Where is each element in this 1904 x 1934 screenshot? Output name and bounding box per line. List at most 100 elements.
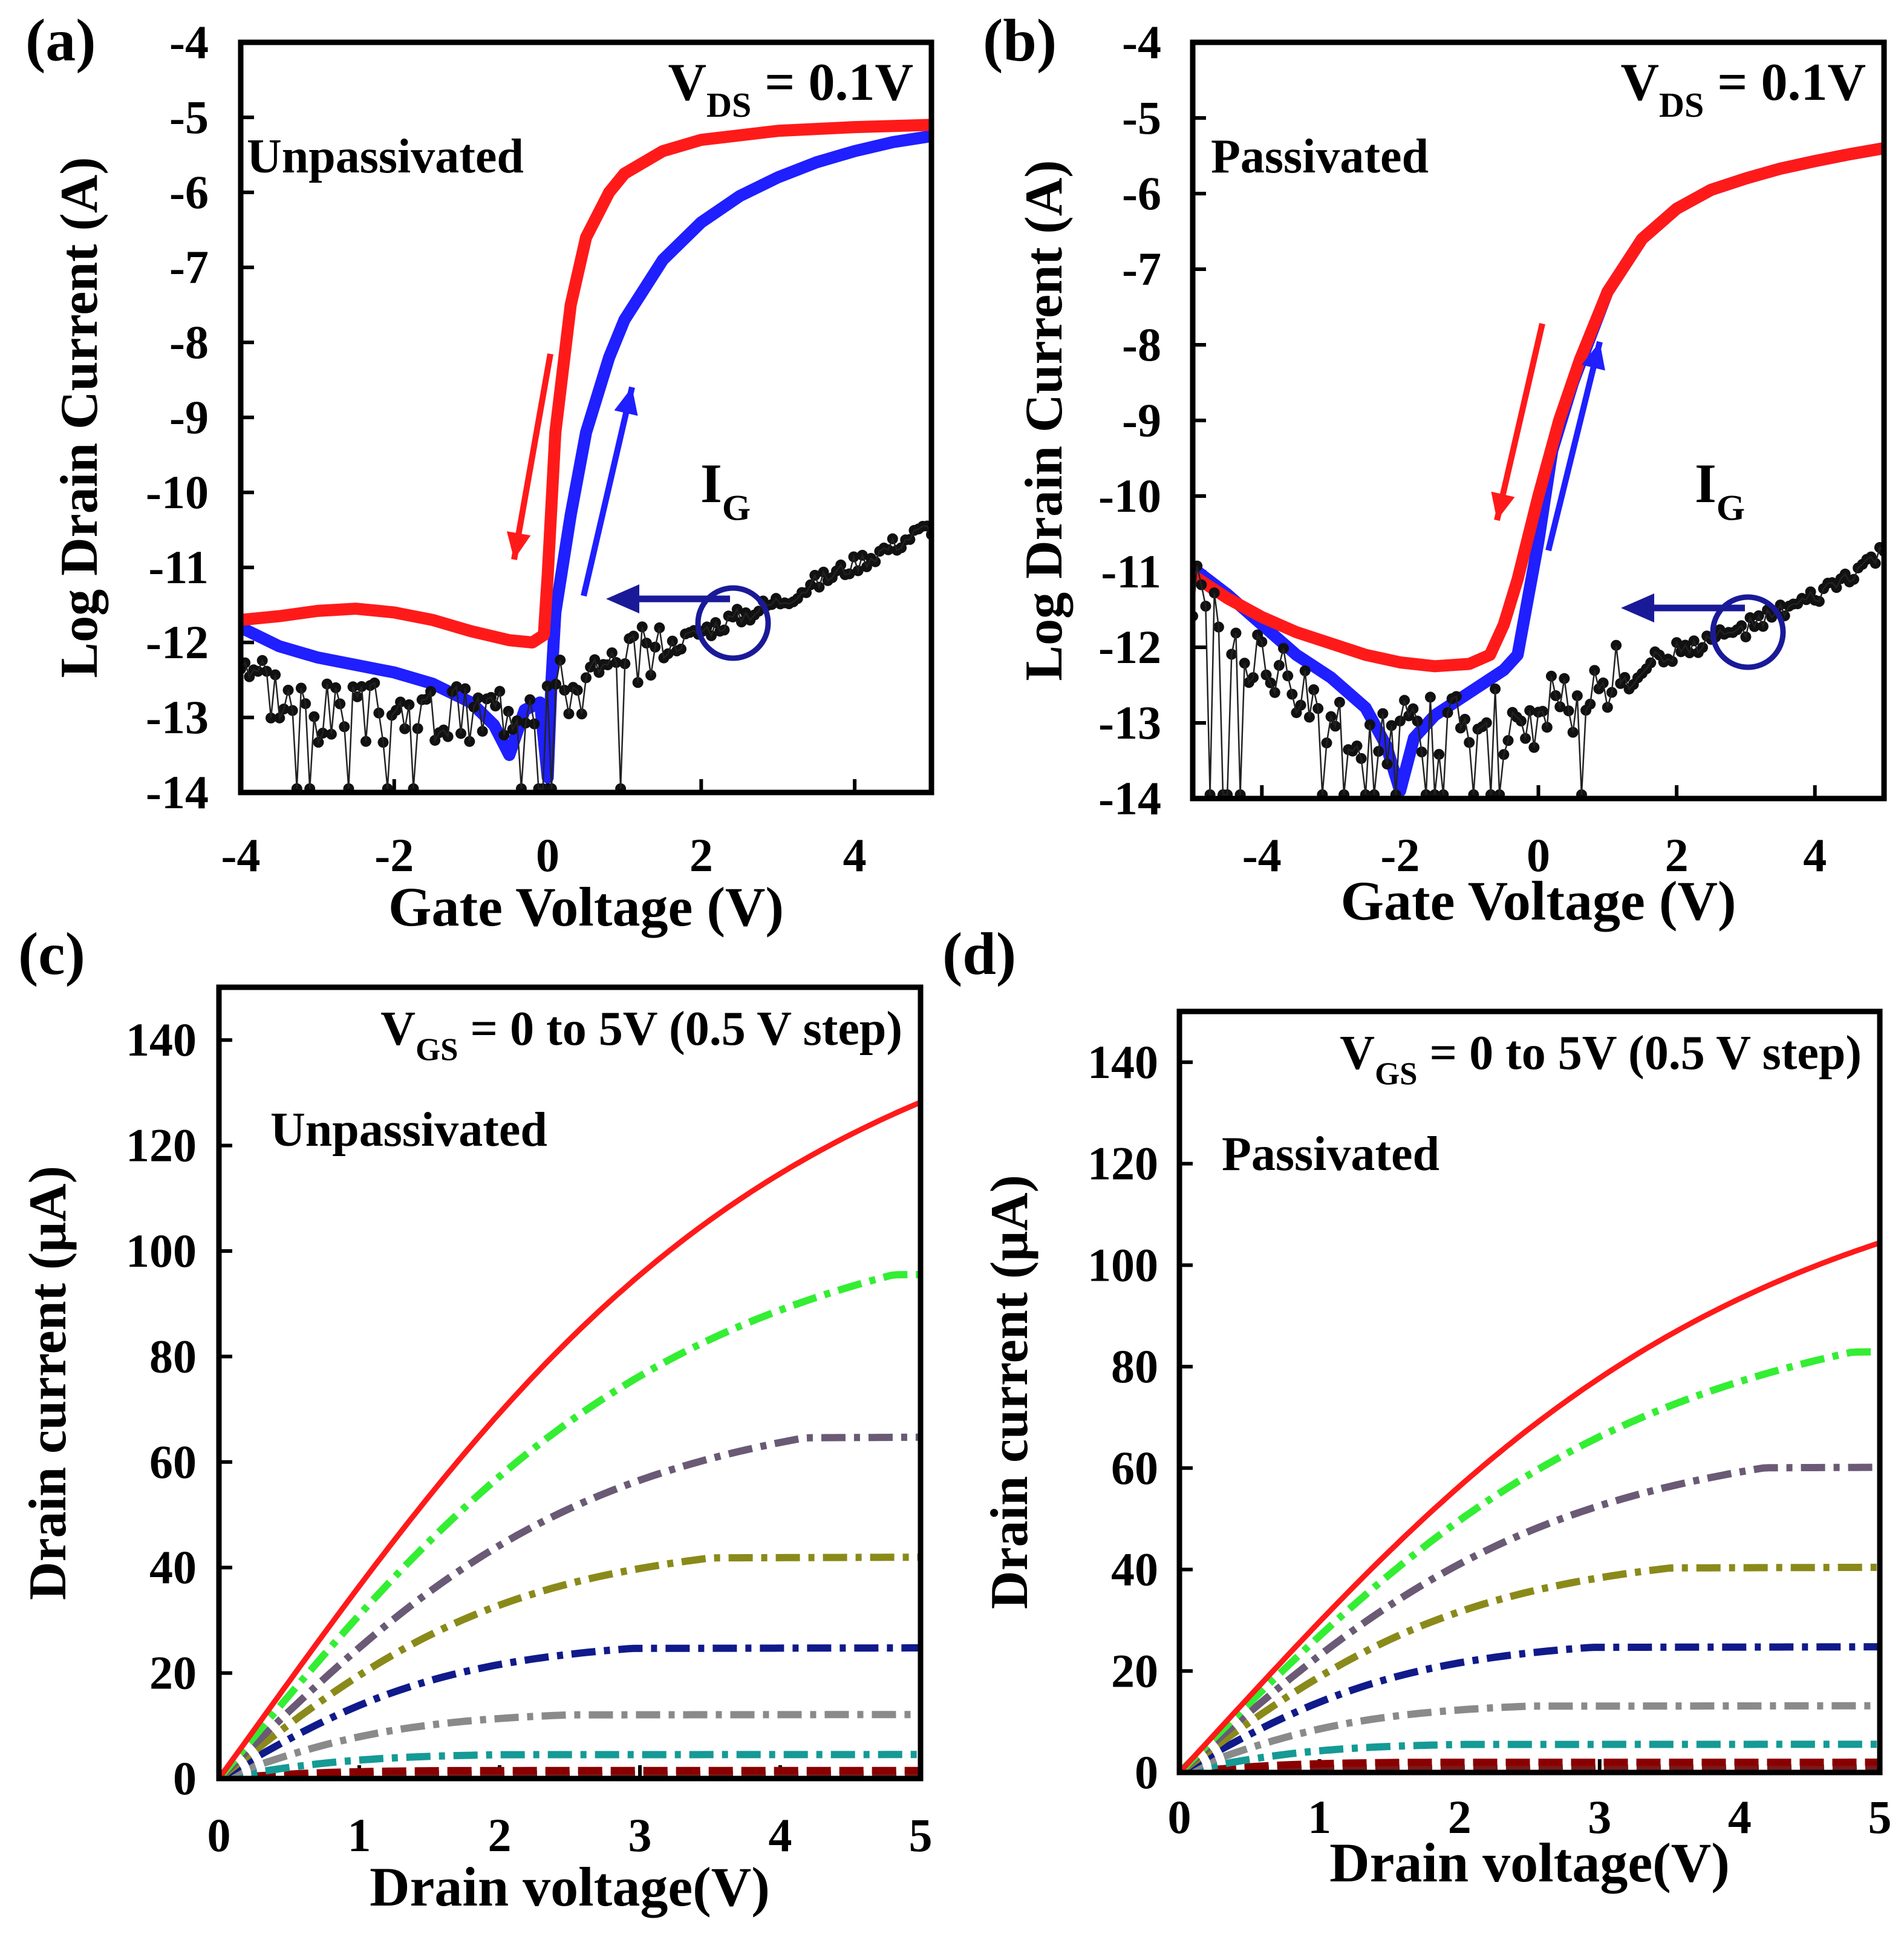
down-sweep-arrow (511, 353, 553, 560)
vds-annotation: VDS = 0.1V (1620, 53, 1866, 125)
panel-d: (d) 0 1 2 3 4 5 0 20 40 60 80 100 120 140 Drain voltage… (942, 920, 1892, 1893)
vgs-curve (219, 1433, 921, 1779)
y-tick-label: -7 (169, 241, 209, 293)
x-tick-label: 3 (628, 1809, 652, 1861)
y-tick-label: -9 (1122, 394, 1161, 446)
y-tick-label: -13 (1098, 696, 1161, 749)
y-tick-label: 40 (1111, 1543, 1158, 1596)
y-tick-label: -8 (1122, 318, 1161, 371)
vgs-annotation-sub: GS (1375, 1057, 1417, 1092)
y-tick-label: -11 (1101, 545, 1161, 598)
x-tick-label: 0 (1168, 1791, 1192, 1843)
vds-annotation-main: V (1620, 53, 1659, 112)
vds-annotation-sub: DS (1659, 85, 1704, 125)
y-tick-label: 80 (1111, 1340, 1158, 1393)
y-tick-label: -7 (1122, 243, 1161, 295)
y-tick-label: -12 (1098, 621, 1161, 673)
y-tick-label: -5 (1122, 91, 1161, 144)
plot-area (241, 119, 931, 792)
condition-label: Passivated (1222, 1128, 1439, 1181)
x-tick-label: 4 (1728, 1791, 1752, 1843)
vgs-annotation-main: V (380, 1002, 416, 1056)
x-tick-label: 3 (1588, 1791, 1611, 1843)
vds-annotation-main: V (668, 53, 706, 112)
ig-label-sub: G (722, 488, 751, 528)
down-sweep-arrow-head (506, 531, 531, 560)
vgs-curve (1179, 1740, 1880, 1772)
vgs-curve (1179, 1463, 1880, 1772)
up-sweep-arrow-head (1582, 342, 1605, 371)
down-sweep-arrow-head (1491, 491, 1515, 520)
condition-label: Unpassivated (270, 1103, 547, 1157)
x-tick-label: 0 (1527, 829, 1550, 881)
up-sweep-arrow (1545, 341, 1603, 552)
plot-frame (1190, 39, 1887, 802)
y-tick-label: 60 (149, 1436, 197, 1488)
ig-label-main: I (1695, 452, 1717, 514)
ig-label: IG (1695, 452, 1745, 528)
red-sweep-line (1193, 142, 1884, 673)
x-tick-label: 5 (1868, 1791, 1892, 1843)
condition-label: Passivated (1211, 130, 1429, 183)
y-axis-label: Drain current (μA) (980, 1175, 1039, 1609)
vgs-curve (1179, 1563, 1880, 1772)
x-tick-label: -2 (1380, 829, 1420, 881)
y-tick-label: 0 (1135, 1746, 1158, 1798)
ig-label: IG (700, 452, 751, 528)
x-tick-label: 4 (1803, 829, 1827, 881)
plot-frame (1176, 1008, 1883, 1776)
panel-tag: (a) (25, 7, 96, 74)
up-sweep-arrow (581, 386, 635, 597)
y-tick-label: -4 (1122, 16, 1161, 68)
vgs-curve (219, 1751, 921, 1779)
ig-series-line (1193, 546, 1884, 796)
panel-b: (b) -4 -2 0 2 4 -14 -13 -12 -11 -10 -9 -8 -7 -6 -5 -4 Gat… (983, 7, 1887, 932)
vgs-annotation: VGS = 0 to 5V (0.5 V step) (1340, 1027, 1862, 1092)
y-tick-label: 20 (1111, 1644, 1158, 1697)
x-tick-label: 2 (1448, 1791, 1472, 1843)
vgs-curve (219, 1270, 921, 1779)
x-axis-label: Gate Voltage (V) (388, 876, 784, 938)
ig-label-main: I (700, 452, 722, 514)
vgs-curve (1179, 1240, 1880, 1772)
y-tick-label: -14 (1098, 772, 1161, 825)
panel-c: (c) 0 1 2 3 4 5 0 20 40 60 80 100 120 140 Drain voltage… (18, 920, 933, 1918)
x-tick-label: 4 (843, 829, 867, 881)
y-tick-label: -10 (146, 466, 209, 518)
x-tick-label: 1 (348, 1809, 371, 1861)
y-tick-label: 100 (126, 1224, 197, 1277)
x-tick-label: 5 (909, 1809, 933, 1861)
y-axis-label: Log Drain Current (A) (1015, 160, 1074, 681)
red-sweep-line (241, 119, 931, 648)
y-tick-label: -11 (148, 541, 209, 593)
plot-frame (238, 39, 934, 795)
y-tick-label: 40 (149, 1541, 197, 1593)
ig-axis-circle (1710, 594, 1786, 670)
plot-frame (216, 984, 924, 1782)
ig-axis-arrow-head (1621, 593, 1654, 622)
y-tick-label: 120 (1087, 1137, 1158, 1190)
plot-area (1193, 142, 1884, 799)
y-tick-label: 0 (173, 1752, 197, 1805)
vds-annotation-rest: = 0.1V (751, 53, 913, 112)
vds-annotation-sub: DS (706, 85, 751, 125)
y-tick-label: -5 (169, 91, 209, 143)
x-tick-label: 1 (1308, 1791, 1331, 1843)
vgs-curve (1179, 1765, 1880, 1772)
y-axis-label: Log Drain Current (A) (50, 157, 109, 678)
vgs-annotation-rest: = 0 to 5V (0.5 V step) (458, 1002, 903, 1056)
y-tick-label: 20 (149, 1647, 197, 1699)
vds-annotation: VDS = 0.1V (668, 53, 913, 125)
y-tick-label: 80 (149, 1330, 197, 1382)
y-tick-label: 120 (126, 1119, 197, 1172)
y-tick-label: 140 (1087, 1036, 1158, 1088)
y-axis-label: Drain current (μA) (19, 1166, 77, 1600)
y-tick-label: -6 (1122, 167, 1161, 220)
x-axis-label: Gate Voltage (V) (1340, 870, 1736, 932)
panel-tag: (b) (983, 7, 1057, 74)
y-tick-label: 60 (1111, 1442, 1158, 1494)
ig-label-sub: G (1717, 488, 1745, 528)
vds-annotation-rest: = 0.1V (1704, 53, 1866, 112)
x-axis-label: Drain voltage(V) (370, 1856, 770, 1918)
